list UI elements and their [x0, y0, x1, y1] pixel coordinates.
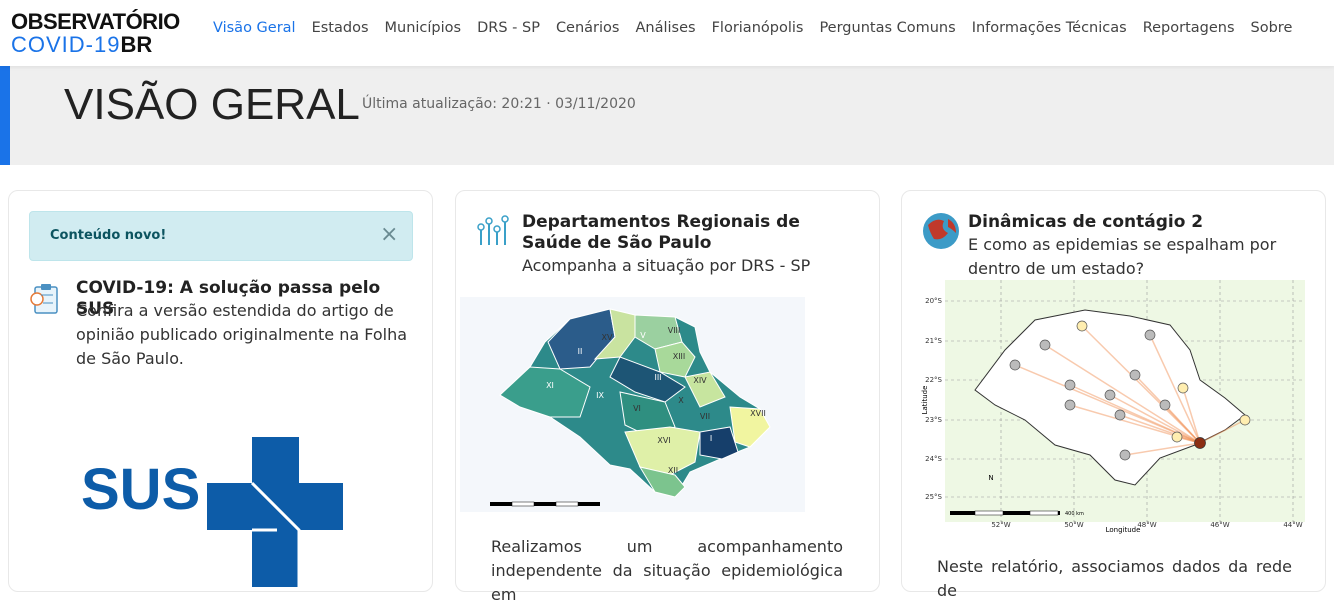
node — [1159, 399, 1171, 411]
logo-line1: OBSERVATÓRIO — [11, 9, 180, 34]
node — [1064, 399, 1076, 411]
edge — [1164, 404, 1201, 444]
icon — [30, 284, 58, 314]
alert: Conteúdo novo! × — [29, 211, 413, 261]
node — [1177, 382, 1189, 394]
lat-tick: 21°S — [925, 337, 942, 345]
region-label: XI — [546, 381, 554, 390]
nav-link[interactable]: Municípios — [384, 20, 462, 36]
node — [1064, 379, 1076, 391]
nav-link[interactable]: Perguntas Comuns — [819, 20, 956, 36]
region-label: XIII — [673, 352, 686, 361]
y-axis-label: Latitude — [921, 386, 929, 415]
edge — [1182, 387, 1201, 444]
nav-link[interactable]: Análises — [635, 20, 696, 36]
nav-link[interactable]: Cenários — [555, 20, 620, 36]
lat-tick: 22°S — [925, 376, 942, 384]
region-label: VII — [700, 412, 710, 421]
node — [1129, 369, 1141, 381]
region-label: XVII — [750, 409, 766, 418]
logo-covid: COVID-19 — [11, 32, 121, 57]
edge — [1081, 325, 1201, 444]
lat-tick: 23°S — [925, 416, 942, 424]
card-text: Confira a versão estendida do artigo de … — [76, 301, 408, 368]
node — [1009, 359, 1021, 371]
nav-link[interactable]: Sobre — [1250, 20, 1293, 36]
card-heading: Dinâmicas de contágio 2 — [968, 212, 1204, 232]
node — [1171, 431, 1183, 443]
card-heading: Departamentos Regionais de Saúde de São … — [522, 212, 800, 253]
lat-tick: 20°S — [925, 297, 942, 305]
region-label: XII — [668, 466, 678, 475]
lon-tick: 48°W — [1137, 521, 1156, 529]
lon-tick: 44°W — [1283, 521, 1302, 529]
card-heading: COVID-19: A solução passa pelo SUS — [76, 278, 381, 319]
icon — [477, 215, 509, 245]
nav-link[interactable]: Informações Técnicas — [971, 20, 1127, 36]
logo-line2: COVID-19BR — [11, 32, 152, 58]
card: Conteúdo novo! × COVID-19: A solução pas… — [8, 190, 433, 592]
last-updated: Última atualização: 20:21 · 03/11/2020 — [362, 96, 636, 112]
node — [1239, 414, 1251, 426]
region-label: XVI — [657, 436, 670, 445]
lat-tick: 25°S — [925, 493, 942, 501]
scale-label: 400 km — [1065, 511, 1084, 517]
lon-tick: 50°W — [1064, 521, 1083, 529]
card-text: Neste relatório, associamos dados da red… — [937, 557, 1292, 600]
edge — [1119, 414, 1201, 444]
card-text: Realizamos um acompanhamento independent… — [491, 537, 843, 604]
x-axis-label: Longitude — [1106, 526, 1141, 534]
hub-node — [1194, 437, 1206, 449]
region-label: XIV — [693, 376, 707, 385]
card-subtitle: Acompanha a situação por DRS - SP — [522, 256, 811, 275]
sus-logo: SUS — [81, 437, 343, 587]
edge — [1014, 364, 1201, 444]
close-button[interactable]: × — [380, 222, 399, 247]
node — [1104, 389, 1116, 401]
network-map: 20°S 21°S 22°S 23°S 24°S 25°S 52°W 50°W 48°W 46°W… — [921, 280, 1305, 534]
nav-link[interactable]: Reportagens — [1142, 20, 1235, 36]
lon-tick: 46°W — [1210, 521, 1229, 529]
edge — [1199, 419, 1246, 444]
region-label: VIII — [668, 326, 681, 335]
card-subtitle: E como as epidemias se espalham por dent… — [968, 235, 1277, 278]
header: OBSERVATÓRIO COVID-19BR Visão Geral Estad… — [0, 0, 1334, 66]
svg-text:N: N — [988, 474, 993, 482]
lon-tick: 52°W — [991, 521, 1010, 529]
region-label: XV — [602, 333, 613, 342]
region-label: X — [678, 396, 684, 405]
nav-link[interactable]: Florianópolis — [711, 20, 804, 36]
edge — [1109, 394, 1201, 444]
edge — [1044, 344, 1201, 444]
edge — [1149, 334, 1201, 444]
alert-text: Conteúdo novo! — [50, 228, 167, 243]
logo-br: BR — [120, 32, 153, 57]
nav-link[interactable]: DRS - SP — [477, 20, 540, 36]
region-label: V — [640, 331, 646, 340]
node — [1076, 320, 1088, 332]
region-label: VI — [633, 404, 641, 413]
region-label: IX — [596, 391, 604, 400]
nav-link[interactable]: Visão Geral — [213, 20, 296, 36]
region-label: III — [654, 373, 661, 382]
lat-tick: 24°S — [925, 455, 942, 463]
nav: Visão Geral Estados Municípios DRS - SP Cená… — [213, 20, 1292, 36]
hero-accent — [0, 66, 10, 165]
node — [1119, 449, 1131, 461]
node — [1144, 329, 1156, 341]
hero: VISÃO GERAL Última atualização: 20:21 · … — [0, 66, 1334, 165]
sus-logo-text: SUS — [81, 457, 200, 522]
node — [1114, 409, 1126, 421]
icon — [923, 213, 959, 249]
region-label: I — [710, 434, 712, 443]
region-label: II — [578, 347, 583, 356]
nav-link[interactable]: Estados — [311, 20, 369, 36]
edge — [1124, 442, 1201, 456]
page-title: VISÃO GERAL — [64, 80, 360, 129]
node — [1039, 339, 1051, 351]
